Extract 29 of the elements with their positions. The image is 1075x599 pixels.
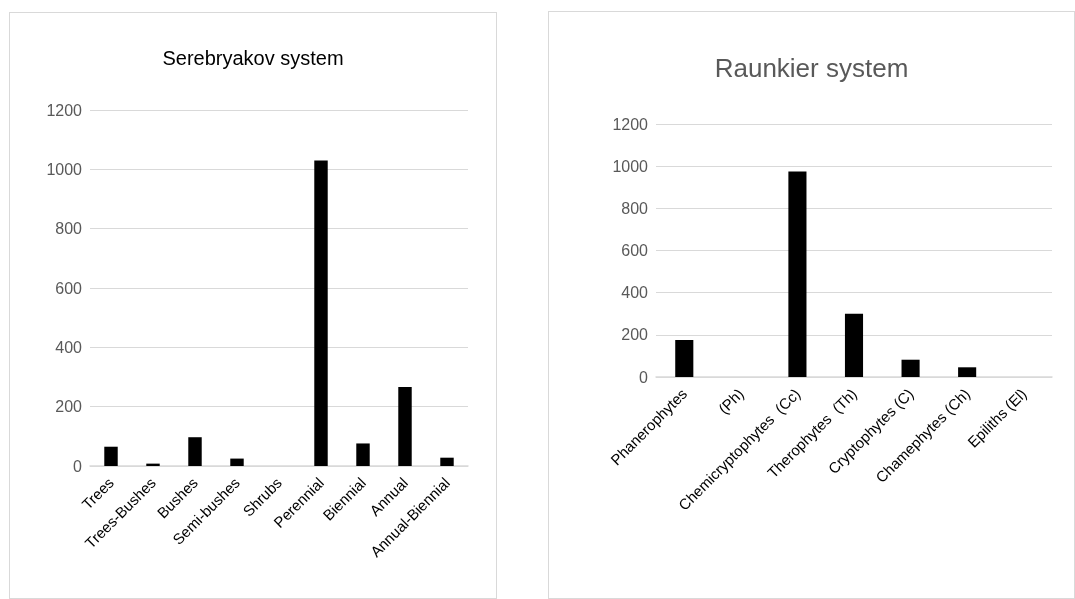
bar (188, 437, 202, 466)
y-tick-label: 200 (55, 398, 83, 416)
bar (958, 367, 977, 377)
y-tick-label: 200 (621, 326, 649, 344)
y-tick-label: 1000 (612, 157, 649, 175)
bar (440, 457, 454, 466)
y-tick-label: 1200 (46, 101, 83, 119)
y-tick-label: 800 (621, 199, 649, 217)
y-tick-label: 800 (55, 220, 83, 238)
chart-title: Raunkier system (714, 53, 909, 83)
bar (104, 446, 118, 466)
x-tick-label: (Ph) (714, 384, 747, 418)
y-tick-label: 400 (621, 284, 649, 302)
bar (314, 160, 328, 466)
y-tick-label: 1200 (612, 115, 649, 133)
bar (230, 458, 244, 466)
bar (356, 443, 370, 466)
bar (788, 171, 807, 377)
y-tick-label: 600 (621, 242, 649, 259)
bar (675, 340, 694, 377)
bar (398, 387, 412, 466)
y-tick-label: 600 (55, 279, 83, 297)
chart-title: Serebryakov system (162, 47, 344, 69)
bar (901, 359, 920, 377)
y-tick-label: 1000 (46, 160, 83, 178)
y-tick-label: 0 (639, 368, 649, 386)
y-tick-label: 400 (55, 338, 83, 356)
y-tick-label: 0 (73, 457, 83, 475)
bar (844, 313, 864, 377)
